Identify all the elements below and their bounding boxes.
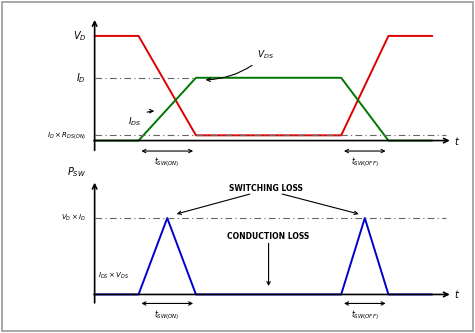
Text: $t_{SW(OFF)}$: $t_{SW(OFF)}$ xyxy=(351,308,379,322)
Text: $t_{SW(ON)}$: $t_{SW(ON)}$ xyxy=(154,308,180,322)
Text: $t_{SW(ON)}$: $t_{SW(ON)}$ xyxy=(154,155,180,169)
Text: $t$: $t$ xyxy=(454,135,460,147)
Text: $I_D \times R_{DS(ON)}$: $I_D \times R_{DS(ON)}$ xyxy=(47,130,86,141)
Text: $I_{DS}$: $I_{DS}$ xyxy=(128,109,153,128)
Text: $P_{SW}$: $P_{SW}$ xyxy=(67,165,86,179)
Text: $V_{DS}$: $V_{DS}$ xyxy=(207,49,274,82)
Text: $t$: $t$ xyxy=(454,288,460,300)
Text: SWITCHING LOSS: SWITCHING LOSS xyxy=(229,184,303,193)
Text: $I_D$: $I_D$ xyxy=(76,71,86,85)
Text: CONDUCTION LOSS: CONDUCTION LOSS xyxy=(228,231,310,240)
Text: $t_{SW(OFF)}$: $t_{SW(OFF)}$ xyxy=(351,155,379,169)
Text: $V_D$: $V_D$ xyxy=(73,29,86,43)
Text: $V_D \times I_D$: $V_D \times I_D$ xyxy=(61,213,86,223)
Text: $I_{DS} \times V_{DS}$: $I_{DS} \times V_{DS}$ xyxy=(98,271,129,281)
